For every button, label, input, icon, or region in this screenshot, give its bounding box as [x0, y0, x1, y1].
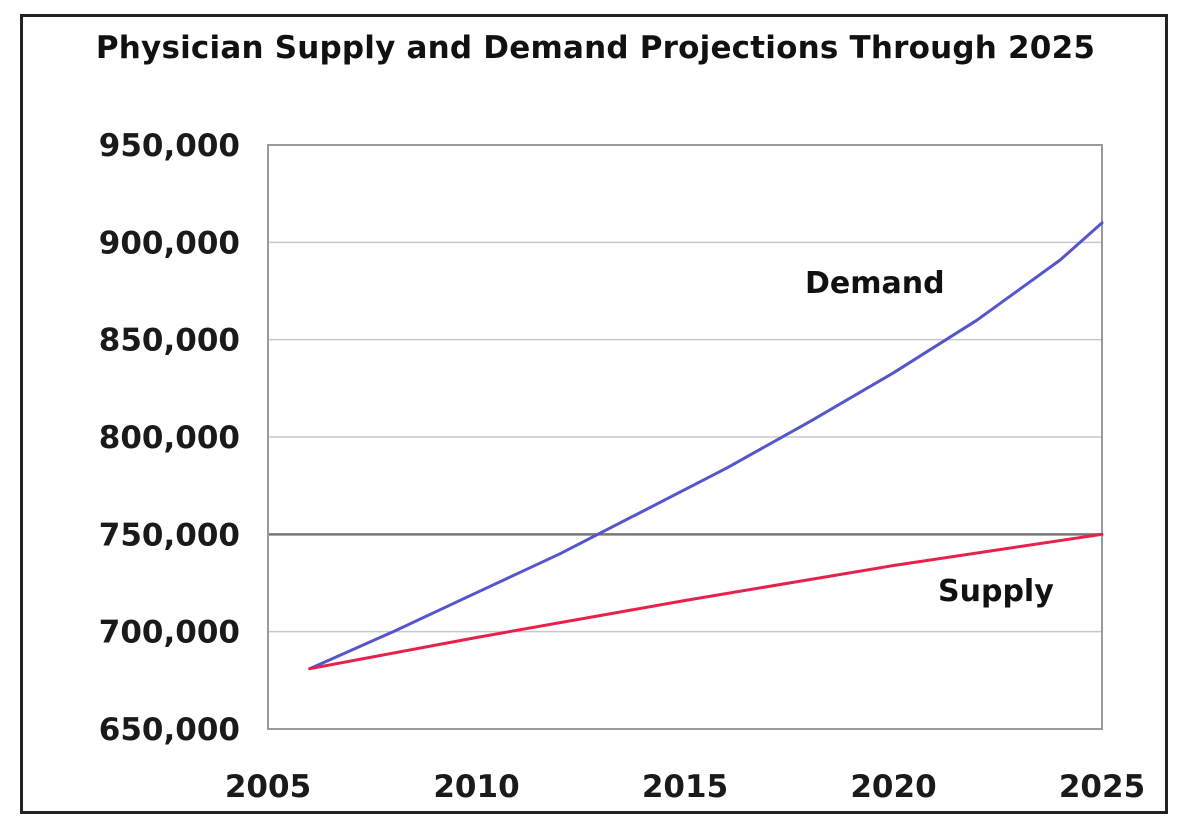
y-tick-label: 800,000	[99, 420, 240, 456]
x-tick-label: 2010	[433, 769, 519, 805]
series-lines	[308, 221, 1104, 671]
series-label-demand: Demand	[805, 266, 945, 301]
y-axis-ticks: 650,000 700,000 750,000 800,000 850,000 900,0…	[99, 128, 240, 748]
plot-area	[267, 144, 1103, 730]
y-tick-label: 750,000	[99, 517, 240, 553]
series-line-supply	[308, 532, 1104, 671]
y-tick-label: 900,000	[99, 225, 240, 261]
series-label-supply: Supply	[938, 574, 1054, 609]
gridlines	[268, 241, 1102, 633]
x-axis-ticks: 2005 2010 2015 2020 2025	[225, 769, 1145, 805]
y-tick-label: 650,000	[99, 712, 240, 748]
chart-frame	[20, 14, 1168, 814]
x-tick-label: 2020	[850, 769, 936, 805]
x-tick-label: 2025	[1059, 769, 1145, 805]
y-tick-label: 700,000	[99, 615, 240, 651]
y-tick-label: 850,000	[99, 323, 240, 359]
x-tick-label: 2015	[642, 769, 728, 805]
y-tick-label: 950,000	[99, 128, 240, 164]
series-labels: Demand Supply	[805, 266, 1054, 609]
x-tick-label: 2005	[225, 769, 311, 805]
series-line-demand	[308, 221, 1104, 671]
chart-title: Physician Supply and Demand Projections …	[95, 30, 1096, 66]
plot-border	[267, 144, 1103, 730]
